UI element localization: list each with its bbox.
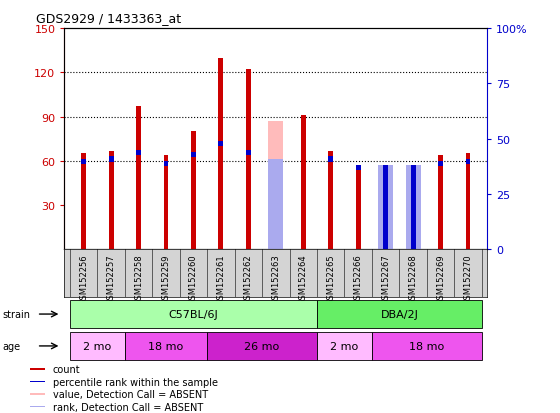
Text: 18 mo: 18 mo: [409, 341, 445, 351]
Text: GSM152262: GSM152262: [244, 254, 253, 304]
Bar: [164, 161, 169, 250]
Text: GSM152265: GSM152265: [326, 254, 335, 304]
Bar: [136, 107, 141, 250]
Text: GSM152266: GSM152266: [354, 254, 363, 304]
Bar: [328, 157, 333, 250]
Bar: [438, 166, 443, 250]
Bar: [125, 332, 207, 361]
Bar: [317, 300, 482, 329]
Text: DBA/2J: DBA/2J: [380, 309, 418, 319]
Bar: [218, 147, 223, 250]
Text: GSM152259: GSM152259: [161, 254, 170, 304]
Text: GSM152267: GSM152267: [381, 254, 390, 304]
Text: GSM152260: GSM152260: [189, 254, 198, 304]
Bar: [465, 154, 470, 250]
Bar: [70, 300, 317, 329]
Bar: [246, 70, 251, 250]
Bar: [81, 159, 86, 250]
Bar: [191, 132, 196, 250]
Bar: [465, 159, 470, 250]
Bar: [405, 166, 421, 250]
Bar: [465, 164, 470, 250]
Text: age: age: [3, 341, 21, 351]
Bar: [378, 166, 393, 250]
Bar: [328, 151, 333, 250]
Bar: [207, 332, 317, 361]
Text: GSM152263: GSM152263: [271, 254, 281, 304]
Bar: [246, 150, 251, 250]
Text: percentile rank within the sample: percentile rank within the sample: [53, 377, 218, 387]
Bar: [405, 179, 421, 250]
Bar: [328, 162, 333, 250]
Text: GSM152256: GSM152256: [79, 254, 88, 304]
Bar: [30, 406, 45, 408]
Bar: [81, 154, 86, 250]
Bar: [109, 162, 114, 250]
Bar: [191, 158, 196, 250]
Text: strain: strain: [3, 309, 31, 319]
Bar: [356, 166, 361, 250]
Bar: [410, 166, 416, 250]
Bar: [378, 166, 393, 250]
Bar: [30, 381, 45, 382]
Bar: [268, 159, 283, 250]
Bar: [372, 332, 482, 361]
Text: rank, Detection Call = ABSENT: rank, Detection Call = ABSENT: [53, 402, 203, 412]
Bar: [30, 368, 45, 370]
Bar: [317, 332, 372, 361]
Bar: [438, 156, 443, 250]
Bar: [136, 150, 141, 250]
Text: GSM152257: GSM152257: [106, 254, 115, 304]
Text: count: count: [53, 364, 81, 374]
Bar: [164, 166, 169, 250]
Bar: [246, 156, 251, 250]
Bar: [438, 161, 443, 250]
Bar: [191, 153, 196, 250]
Bar: [109, 151, 114, 250]
Text: 2 mo: 2 mo: [83, 341, 111, 351]
Bar: [136, 156, 141, 250]
Bar: [109, 157, 114, 250]
Text: 2 mo: 2 mo: [330, 341, 358, 351]
Bar: [301, 116, 306, 250]
Bar: [164, 156, 169, 250]
Text: GDS2929 / 1433363_at: GDS2929 / 1433363_at: [36, 12, 181, 25]
Text: C57BL/6J: C57BL/6J: [169, 309, 218, 319]
Bar: [218, 58, 223, 250]
Text: value, Detection Call = ABSENT: value, Detection Call = ABSENT: [53, 389, 208, 399]
Text: GSM152268: GSM152268: [409, 254, 418, 304]
Bar: [218, 142, 223, 250]
Text: GSM152270: GSM152270: [464, 254, 473, 304]
Text: 18 mo: 18 mo: [148, 341, 184, 351]
Text: GSM152258: GSM152258: [134, 254, 143, 304]
Bar: [81, 164, 86, 250]
Bar: [356, 166, 361, 250]
Bar: [268, 122, 283, 250]
Text: 26 mo: 26 mo: [245, 341, 279, 351]
Text: GSM152264: GSM152264: [298, 254, 308, 304]
Bar: [383, 166, 388, 250]
Text: GSM152261: GSM152261: [216, 254, 225, 304]
Bar: [356, 171, 361, 250]
Bar: [30, 394, 45, 395]
Text: GSM152269: GSM152269: [436, 254, 445, 304]
Bar: [70, 332, 125, 361]
